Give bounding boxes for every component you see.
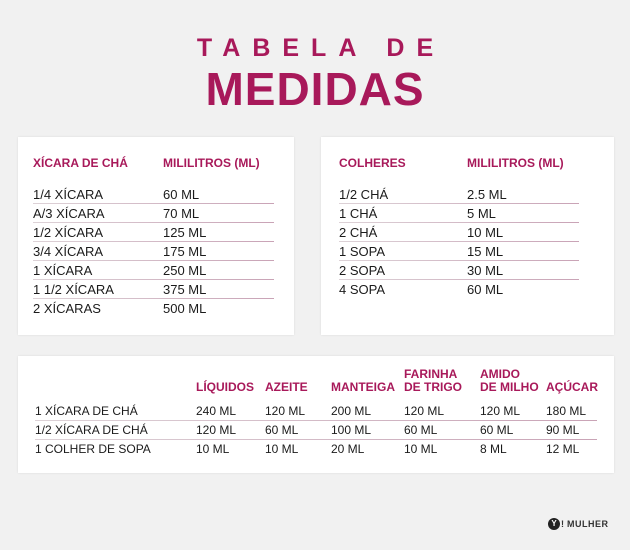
cup-cell: 1/2 XÍCARA — [33, 225, 104, 240]
spoon-cell: 15 ML — [467, 244, 504, 259]
cup-cell: 500 ML — [163, 301, 207, 316]
cup-header: XÍCARA DE CHÁ — [33, 156, 128, 170]
cup-cell: A/3 XÍCARA — [33, 206, 105, 221]
page-title: MEDIDAS — [205, 63, 425, 115]
ingredient-cell: 120 ML — [404, 404, 445, 418]
cup-cell: 1/4 XÍCARA — [33, 187, 104, 202]
ingredient-cell: 120 ML — [265, 404, 306, 418]
yahoo-badge-icon: Y — [548, 518, 560, 530]
cup-cell: 2 XÍCARAS — [33, 301, 101, 316]
row-divider — [33, 241, 274, 242]
spoon-cell: 1 CHÁ — [339, 206, 378, 221]
spoon-cell: 60 ML — [467, 282, 504, 297]
ingredient-cell: 200 ML — [331, 404, 372, 418]
ingredient-cell: 60 ML — [265, 423, 299, 437]
spoon-header: COLHERES — [339, 156, 406, 170]
spoon-cell: 2 SOPA — [339, 263, 386, 278]
ingredient-row-label: 1/2 XÍCARA DE CHÁ — [35, 423, 148, 437]
ingredient-header: AÇÚCAR — [546, 380, 598, 394]
cup-cell: 70 ML — [163, 206, 200, 221]
ingredient-cell: 90 ML — [546, 423, 580, 437]
ingredient-cell: 10 ML — [196, 442, 230, 456]
ingredient-header: MANTEIGA — [331, 380, 395, 394]
spoon-cell: 30 ML — [467, 263, 504, 278]
row-divider — [35, 439, 597, 440]
cup-cell: 250 ML — [163, 263, 207, 278]
ingredient-row-label: 1 COLHER DE SOPA — [35, 442, 151, 456]
ingredient-cell: 12 ML — [546, 442, 580, 456]
ingredient-cell: 100 ML — [331, 423, 372, 437]
ingredient-cell: 20 ML — [331, 442, 365, 456]
row-divider — [33, 298, 274, 299]
spoon-cell: 5 ML — [467, 206, 496, 221]
cup-cell: 1 XÍCARA — [33, 263, 93, 278]
ingredient-cell: 240 ML — [196, 404, 237, 418]
row-divider — [339, 203, 579, 204]
cup-cell: 1 1/2 XÍCARA — [33, 282, 114, 297]
ingredient-header: AZEITE — [265, 380, 308, 394]
row-divider — [33, 279, 274, 280]
row-divider — [339, 279, 579, 280]
cup-cell: 175 ML — [163, 244, 207, 259]
spoon-cell: 1 SOPA — [339, 244, 386, 259]
brand-word: MULHER — [567, 519, 609, 529]
spoon-cell: 10 ML — [467, 225, 504, 240]
row-divider — [33, 222, 274, 223]
cup-cell: 3/4 XÍCARA — [33, 244, 104, 259]
ingredient-cell: 120 ML — [196, 423, 237, 437]
cup-cell: 375 ML — [163, 282, 207, 297]
ingredient-header: FARINHA DE TRIGO — [404, 367, 463, 394]
row-divider — [339, 222, 579, 223]
cup-header: MILILITROS (ML) — [163, 156, 260, 170]
ingredient-cell: 180 ML — [546, 404, 587, 418]
spoon-cell: 2 CHÁ — [339, 225, 378, 240]
ingredient-cell: 60 ML — [404, 423, 438, 437]
cup-cell: 60 ML — [163, 187, 200, 202]
ingredient-header: LÍQUIDOS — [196, 380, 255, 394]
row-divider — [33, 203, 274, 204]
ingredient-header: AMIDO DE MILHO — [480, 367, 539, 394]
ingredient-cell: 60 ML — [480, 423, 514, 437]
ingredient-cell: 120 ML — [480, 404, 521, 418]
row-divider — [339, 241, 579, 242]
row-divider — [339, 260, 579, 261]
spoon-cell: 4 SOPA — [339, 282, 386, 297]
ingredient-measures-card: LÍQUIDOS AZEITE MANTEIGA FARINHA DE TRIGO AM… — [18, 356, 614, 473]
cup-measures-card: XÍCARA DE CHÁ MILILITROS (ML) 1/4 XÍCARA 60… — [18, 137, 294, 335]
ingredient-cell: 8 ML — [480, 442, 507, 456]
spoon-header: MILILITROS (ML) — [467, 156, 564, 170]
row-divider — [35, 420, 597, 421]
title-line-1: TABELA DE — [196, 34, 446, 62]
ingredient-cell: 10 ML — [265, 442, 299, 456]
spoon-cell: 2.5 ML — [467, 187, 507, 202]
cup-cell: 125 ML — [163, 225, 207, 240]
brand-bang: ! — [561, 519, 564, 529]
ingredient-row-label: 1 XÍCARA DE CHÁ — [35, 404, 138, 418]
spoon-cell: 1/2 CHÁ — [339, 187, 389, 202]
yahoo-mulher-logo: Y! MULHER — [548, 518, 609, 530]
ingredient-cell: 10 ML — [404, 442, 438, 456]
row-divider — [33, 260, 274, 261]
spoon-measures-card: COLHERES MILILITROS (ML) 1/2 CHÁ 2.5 ML 1 CH… — [321, 137, 614, 335]
